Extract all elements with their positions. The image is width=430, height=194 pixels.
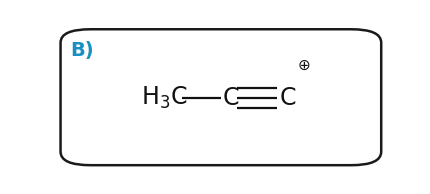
Text: H$_3$C: H$_3$C xyxy=(141,85,187,111)
FancyBboxPatch shape xyxy=(60,29,381,165)
Text: C: C xyxy=(279,86,295,110)
Text: B): B) xyxy=(71,41,94,60)
Text: ⊕: ⊕ xyxy=(297,58,309,73)
Text: C: C xyxy=(222,86,239,110)
